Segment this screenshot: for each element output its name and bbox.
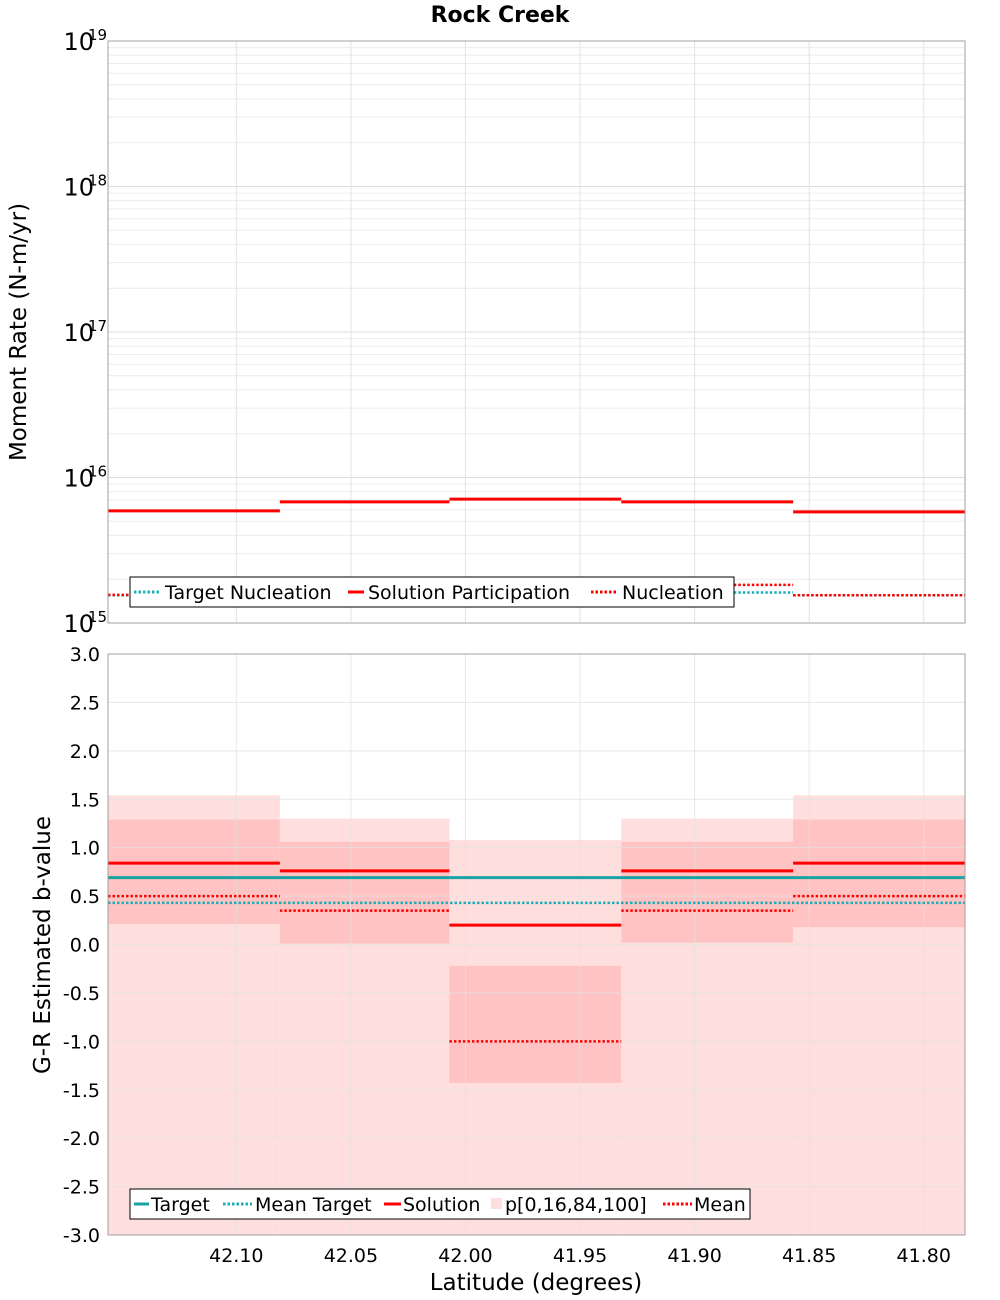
- legend-label-mean-target: Mean Target: [255, 1194, 372, 1216]
- y-tick-label: 1.5: [70, 789, 100, 811]
- legend-label-percentile: p[0,16,84,100]: [505, 1194, 647, 1216]
- y-tick-label: -0.5: [63, 983, 100, 1005]
- y-tick-exponent: 18: [88, 172, 107, 190]
- legend-label-nucleation: Nucleation: [622, 582, 724, 604]
- bottom-legend: Target Mean Target Solution p[0,16,84,10…: [129, 1188, 751, 1220]
- legend-label-mean: Mean: [694, 1194, 746, 1216]
- y-tick-label: 0.0: [70, 935, 100, 957]
- y-tick-label: 1.0: [70, 838, 100, 860]
- x-tick-label: 41.90: [667, 1245, 721, 1267]
- x-tick-label: 42.10: [209, 1245, 263, 1267]
- bottom-x-ticks: 42.10 42.05 42.00 41.95 41.90 41.85 41.80: [209, 1245, 951, 1267]
- x-tick-label: 41.80: [897, 1245, 951, 1267]
- legend-label-solution: Solution: [403, 1194, 480, 1216]
- y-tick-label: 10: [63, 465, 94, 493]
- band-p16-84: [108, 819, 280, 925]
- percentile-bands: [108, 795, 965, 1235]
- bottom-plot-frame: [107, 653, 966, 1236]
- y-tick-label: 10: [63, 174, 94, 202]
- y-tick-label: 10: [63, 319, 94, 347]
- y-tick-exponent: 17: [88, 317, 107, 335]
- y-tick-label: 10: [63, 610, 94, 638]
- y-tick-label: 0.5: [70, 886, 100, 908]
- legend-label-target: Target: [150, 1194, 210, 1216]
- band-p16-84: [621, 841, 794, 943]
- bottom-y-ticks: 3.0 2.5 2.0 1.5 1.0 0.5 0.0 -0.5 -1.0 -1.5 -2.0 -2.…: [63, 644, 100, 1247]
- top-legend: Target Nucleation Solution Participation…: [129, 576, 735, 608]
- bottom-y-axis-label: G-R Estimated b-value: [30, 816, 56, 1074]
- legend-label-target-nucleation: Target Nucleation: [164, 582, 332, 604]
- y-tick-label: 2.5: [70, 692, 100, 714]
- band-p16-84: [793, 819, 965, 928]
- y-tick-exponent: 19: [88, 26, 107, 44]
- top-y-axis-label: Moment Rate (N-m/yr): [6, 203, 32, 461]
- x-tick-label: 41.95: [553, 1245, 607, 1267]
- y-tick-label: 2.0: [70, 741, 100, 763]
- top-grid: [108, 40, 965, 624]
- top-plot-frame: [107, 40, 966, 624]
- band-p16-84: [279, 841, 450, 944]
- y-tick-label: -3.0: [63, 1225, 100, 1247]
- y-tick-label: 10: [63, 28, 94, 56]
- bottom-series: [108, 861, 965, 1043]
- chart-title: Rock Creek: [431, 3, 571, 28]
- y-tick-label: -2.0: [63, 1128, 100, 1150]
- y-tick-label: -2.5: [63, 1177, 100, 1199]
- x-tick-label: 41.85: [782, 1245, 836, 1267]
- y-tick-label: 3.0: [70, 644, 100, 666]
- x-tick-label: 42.05: [324, 1245, 378, 1267]
- y-tick-label: -1.0: [63, 1031, 100, 1053]
- b-value-panel: 3.0 2.5 2.0 1.5 1.0 0.5 0.0 -0.5 -1.0 -1.5 -2.0 -2.…: [30, 644, 966, 1296]
- band-p16-84: [449, 965, 622, 1083]
- x-axis-label: Latitude (degrees): [430, 1270, 643, 1296]
- legend-swatch-percentile: [491, 1198, 502, 1209]
- legend-label-solution-participation: Solution Participation: [368, 582, 570, 604]
- y-tick-label: -1.5: [63, 1080, 100, 1102]
- y-tick-exponent: 15: [88, 608, 107, 626]
- x-tick-label: 42.00: [438, 1245, 492, 1267]
- y-tick-exponent: 16: [88, 463, 107, 481]
